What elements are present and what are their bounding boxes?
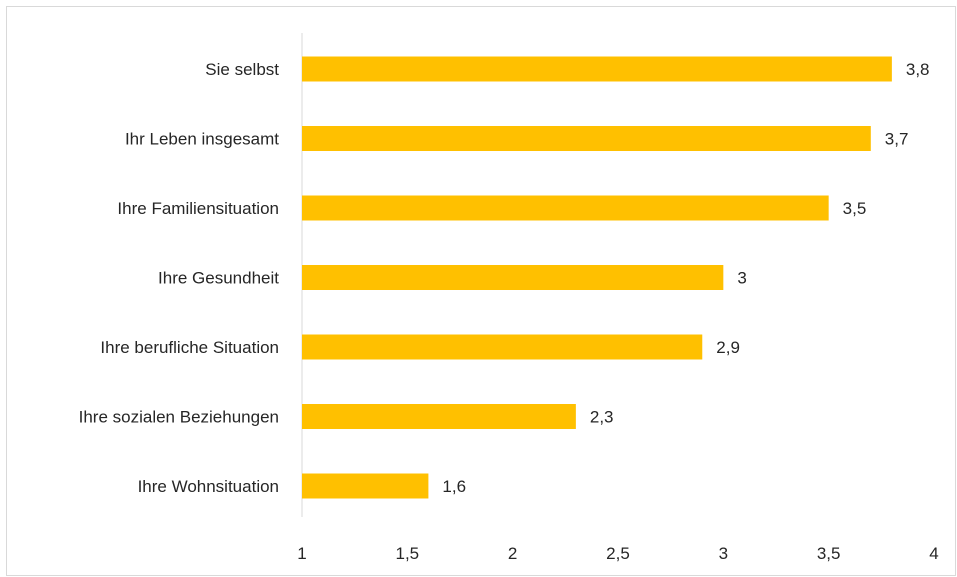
bar	[302, 195, 829, 221]
data-label: 3,7	[885, 130, 909, 149]
data-label: 2,3	[590, 408, 614, 427]
x-tick-label: 2	[508, 544, 517, 563]
category-label: Sie selbst	[205, 60, 279, 79]
bar	[302, 126, 871, 151]
x-tick-label: 1,5	[396, 544, 420, 563]
x-tick-label: 4	[929, 544, 938, 563]
data-label: 1,6	[442, 477, 466, 496]
bar	[302, 56, 892, 82]
category-label: Ihre Familiensituation	[117, 199, 279, 218]
x-tick-label: 3	[719, 544, 728, 563]
data-label: 2,9	[716, 338, 740, 357]
x-tick-label: 3,5	[817, 544, 841, 563]
x-tick-label: 2,5	[606, 544, 630, 563]
category-label: Ihre Wohnsituation	[138, 477, 279, 496]
x-tick-label: 1	[297, 544, 306, 563]
bar	[302, 334, 703, 360]
bar	[302, 404, 576, 429]
data-label: 3,8	[906, 60, 930, 79]
bar	[302, 473, 429, 499]
bars-layer	[302, 56, 892, 499]
labels-layer: 1 1,5 2 2,5 3 3,5 4 Sie selbst 3,8 Ihr Leben insg…	[79, 60, 939, 563]
category-label: Ihre Gesundheit	[158, 269, 279, 288]
data-label: 3	[737, 269, 746, 288]
category-label: Ihre sozialen Beziehungen	[79, 408, 279, 427]
category-label: Ihr Leben insgesamt	[125, 130, 279, 149]
bar	[302, 265, 724, 290]
data-label: 3,5	[843, 199, 867, 218]
category-label: Ihre berufliche Situation	[100, 338, 279, 357]
chart-frame	[6, 6, 956, 576]
